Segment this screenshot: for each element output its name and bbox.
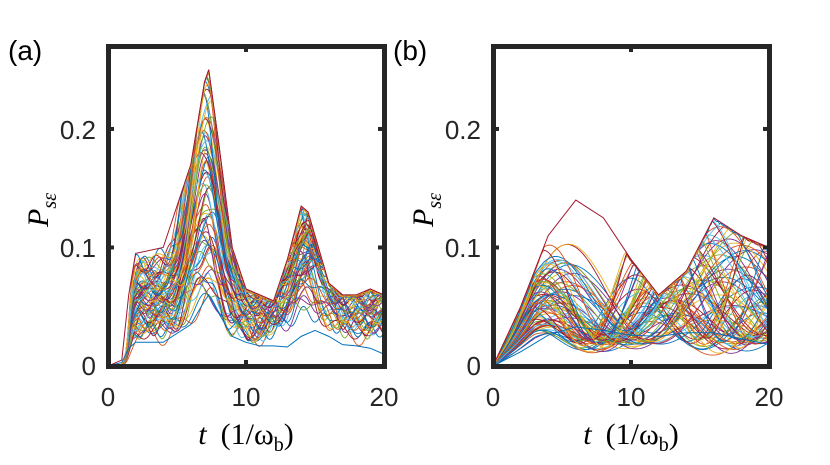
panel-b-ylabel-sub: sε bbox=[424, 193, 446, 209]
series-line-min bbox=[108, 293, 384, 366]
series-line bbox=[108, 235, 384, 366]
series-line bbox=[108, 260, 384, 366]
series-line bbox=[493, 249, 769, 366]
panel-b-xlabel-unit-close: ) bbox=[669, 418, 679, 451]
series-line bbox=[108, 218, 384, 366]
series-line-min bbox=[493, 326, 769, 366]
series-line bbox=[108, 176, 384, 366]
series-line bbox=[108, 230, 384, 366]
panel-b: (b) 0 10 20 0 0.1 0.2 Psε t (1/ωb) bbox=[393, 35, 783, 456]
series-line bbox=[493, 250, 769, 366]
panel-b-xtick-label: 0 bbox=[486, 382, 500, 412]
panel-b-xlabel-var: t bbox=[583, 418, 592, 451]
panel-a-xlabel-unit-open: (1/ω bbox=[221, 418, 274, 451]
panel-b-xtick-label: 10 bbox=[617, 382, 646, 412]
panel-b-xlabel-unit-open: (1/ω bbox=[606, 418, 659, 451]
series-line bbox=[493, 319, 769, 366]
panel-b-series bbox=[493, 199, 769, 366]
svg-text:Psε: Psε bbox=[22, 193, 61, 228]
panel-b-xlabel: t (1/ωb) bbox=[583, 418, 678, 456]
panel-a-xtick-label: 0 bbox=[101, 382, 115, 412]
series-line bbox=[493, 250, 769, 366]
series-line bbox=[493, 236, 769, 366]
panel-a-xlabel-unit-sub: b bbox=[274, 434, 284, 456]
panel-label-b: (b) bbox=[393, 35, 427, 66]
series-line bbox=[493, 281, 769, 366]
series-line bbox=[493, 243, 769, 366]
series-line bbox=[493, 276, 769, 366]
series-line bbox=[493, 252, 769, 366]
panel-b-ytick-label: 0.1 bbox=[445, 233, 481, 263]
panel-a-axes-box bbox=[106, 44, 387, 369]
series-line bbox=[493, 226, 769, 366]
panel-b-ytick-label: 0 bbox=[467, 351, 481, 381]
panel-b-ylabel: Psε bbox=[407, 193, 446, 228]
series-line bbox=[493, 227, 769, 366]
panel-a-ylabel-main: P bbox=[22, 209, 55, 228]
panel-a-ytick-label: 0.2 bbox=[60, 115, 96, 145]
panel-a-xlabel: t (1/ωb) bbox=[198, 418, 293, 456]
series-line bbox=[493, 255, 769, 366]
panel-a-xtick-label: 20 bbox=[370, 382, 399, 412]
panel-a-xlabel-unit-close: ) bbox=[284, 418, 294, 451]
svg-text:Psε: Psε bbox=[407, 193, 446, 228]
panel-b-xlabel-unit-sub: b bbox=[659, 434, 669, 456]
panel-a-ylabel: Psε bbox=[22, 193, 61, 228]
panel-a-xtick-label: 10 bbox=[232, 382, 261, 412]
panel-a-ytick-label: 0.1 bbox=[60, 233, 96, 263]
series-line bbox=[108, 187, 384, 366]
series-line-max bbox=[108, 69, 384, 366]
panel-a: (a) 0 10 20 0 0.1 0.2 Psε t (1/ωb) bbox=[8, 35, 398, 456]
panel-label-a: (a) bbox=[8, 35, 42, 66]
series-line bbox=[493, 217, 769, 366]
series-line bbox=[108, 71, 384, 366]
series-line bbox=[493, 305, 769, 366]
panel-b-ytick-label: 0.2 bbox=[445, 115, 481, 145]
panel-b-xtick-label: 20 bbox=[755, 382, 784, 412]
panel-b-axes-box bbox=[491, 44, 772, 369]
panel-a-ytick-label: 0 bbox=[82, 351, 96, 381]
panel-b-ylabel-main: P bbox=[407, 209, 440, 228]
panel-a-series bbox=[108, 69, 384, 366]
series-line bbox=[493, 240, 769, 366]
series-line bbox=[108, 244, 384, 366]
series-line-max bbox=[493, 199, 769, 366]
panel-a-ylabel-sub: sε bbox=[39, 193, 61, 209]
panel-a-xlabel-var: t bbox=[198, 418, 207, 451]
